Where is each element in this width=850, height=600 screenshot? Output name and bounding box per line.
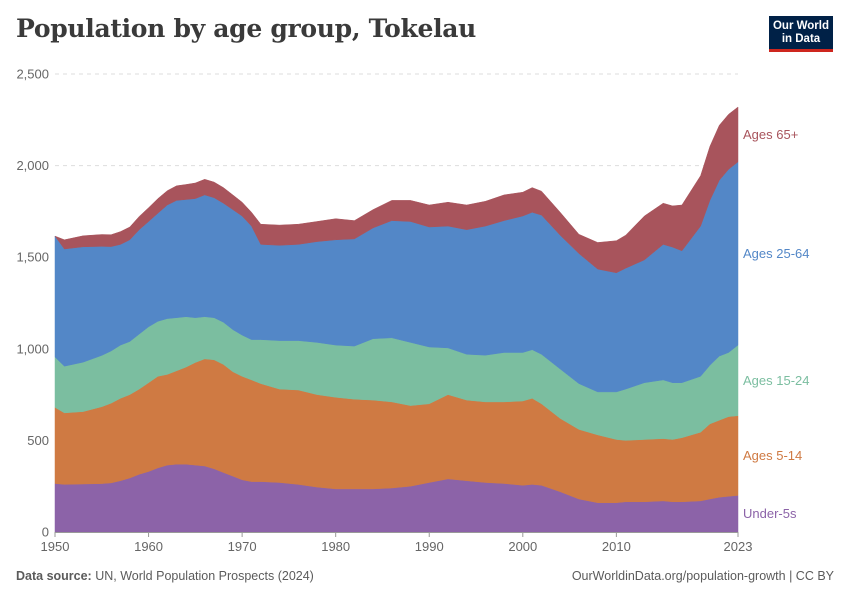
series-labels: Under-5s Ages 5-14 Ages 15-24 Ages 25-64 Age… xyxy=(743,127,810,521)
owid-logo[interactable]: Our World in Data xyxy=(769,16,833,52)
chart-title: Population by age group, Tokelau xyxy=(16,14,477,43)
x-tick-label: 1970 xyxy=(228,539,257,554)
y-tick-label: 500 xyxy=(27,433,49,448)
series-label: Ages 25-64 xyxy=(743,246,810,261)
series-label: Ages 5-14 xyxy=(743,448,802,463)
source-text: UN, World Population Prospects (2024) xyxy=(95,569,314,583)
y-tick-label: 2,000 xyxy=(16,158,49,173)
source-label: Data source: xyxy=(16,569,92,583)
y-tick-label: 2,500 xyxy=(16,67,49,82)
area-series xyxy=(54,106,739,533)
x-tick-label: 1990 xyxy=(415,539,444,554)
data-source-note: Data source: UN, World Population Prospe… xyxy=(16,569,314,583)
x-tick-label: 2023 xyxy=(724,539,753,554)
series-label: Under-5s xyxy=(743,506,797,521)
logo-line-2: in Data xyxy=(781,33,821,45)
logo-line-1: Our World xyxy=(772,20,829,32)
series-label: Ages 65+ xyxy=(743,127,798,142)
area-ages-65-[interactable] xyxy=(54,106,739,274)
series-label: Ages 15-24 xyxy=(743,373,810,388)
y-tick-label: 1,500 xyxy=(16,250,49,265)
y-tick-label: 1,000 xyxy=(16,341,49,356)
stacked-area-chart: 0 500 1,000 1,500 2,000 2,500 1950 1960 1970 1980… xyxy=(16,67,810,555)
y-tick-label: 0 xyxy=(42,525,49,540)
x-tick-label: 1950 xyxy=(41,539,70,554)
x-tick-label: 2010 xyxy=(602,539,631,554)
x-tick-label: 2000 xyxy=(508,539,537,554)
x-tick-label: 1980 xyxy=(321,539,350,554)
citation-link[interactable]: OurWorldinData.org/population-growth | C… xyxy=(571,569,834,583)
x-tick-label: 1960 xyxy=(134,539,163,554)
axes: 0 500 1,000 1,500 2,000 2,500 1950 1960 1970 1980… xyxy=(16,67,752,555)
